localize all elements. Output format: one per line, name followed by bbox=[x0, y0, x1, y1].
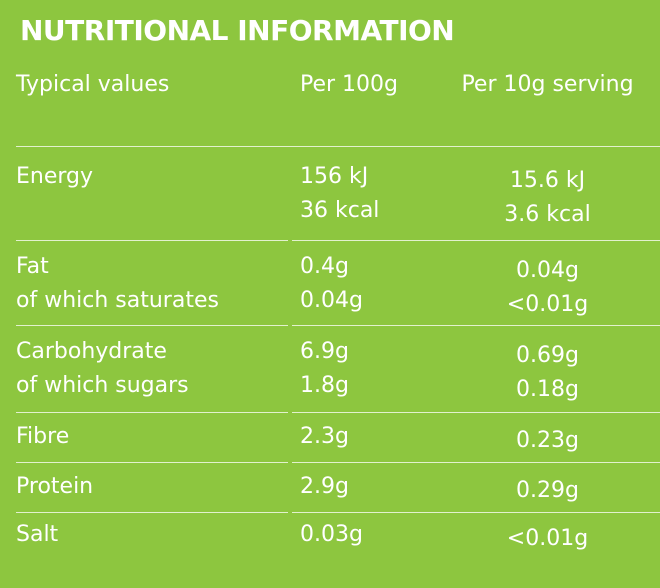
table-cell: 0.04g bbox=[516, 258, 579, 283]
table-cell: of which saturates bbox=[16, 288, 219, 313]
table-cell: 0.69g bbox=[516, 343, 579, 368]
table-cell: Fat bbox=[16, 254, 49, 279]
title: NUTRITIONAL INFORMATION bbox=[20, 14, 455, 47]
table-cell: Salt bbox=[16, 522, 59, 547]
table-cell: 0.29g bbox=[516, 478, 579, 503]
table-cell: <0.01g bbox=[506, 526, 589, 551]
row-divider bbox=[292, 325, 660, 326]
header-cell: Per 100g bbox=[300, 72, 399, 97]
table-cell: Protein bbox=[16, 474, 94, 499]
table-cell: of which sugars bbox=[16, 373, 189, 398]
table-cell: 0.18g bbox=[516, 377, 579, 402]
row-divider bbox=[292, 240, 660, 241]
row-divider bbox=[16, 146, 660, 147]
row-divider bbox=[292, 462, 660, 463]
table-cell: 156 kJ bbox=[300, 164, 369, 189]
table-cell: Energy bbox=[16, 164, 94, 189]
row-divider bbox=[16, 512, 288, 513]
table-cell: 2.3g bbox=[300, 424, 349, 449]
table-cell: 2.9g bbox=[300, 474, 349, 499]
header-cell: Per 10g serving bbox=[461, 72, 634, 97]
table-cell: Fibre bbox=[16, 424, 70, 449]
row-divider bbox=[16, 240, 288, 241]
table-cell: 0.4g bbox=[300, 254, 349, 279]
table-cell: 0.23g bbox=[516, 428, 579, 453]
row-divider bbox=[16, 462, 288, 463]
table-cell: 1.8g bbox=[300, 373, 349, 398]
table-cell: 6.9g bbox=[300, 339, 349, 364]
header-cell: Typical values bbox=[16, 72, 170, 97]
table-cell: 3.6 kcal bbox=[504, 202, 591, 227]
table-cell: 15.6 kJ bbox=[509, 168, 586, 193]
table-cell: <0.01g bbox=[506, 292, 589, 317]
row-divider bbox=[292, 512, 660, 513]
row-divider bbox=[16, 412, 288, 413]
table-cell: 0.03g bbox=[300, 522, 363, 547]
table-cell: Carbohydrate bbox=[16, 339, 167, 364]
table-cell: 36 kcal bbox=[300, 198, 380, 223]
row-divider bbox=[16, 325, 288, 326]
row-divider bbox=[292, 412, 660, 413]
table-cell: 0.04g bbox=[300, 288, 363, 313]
